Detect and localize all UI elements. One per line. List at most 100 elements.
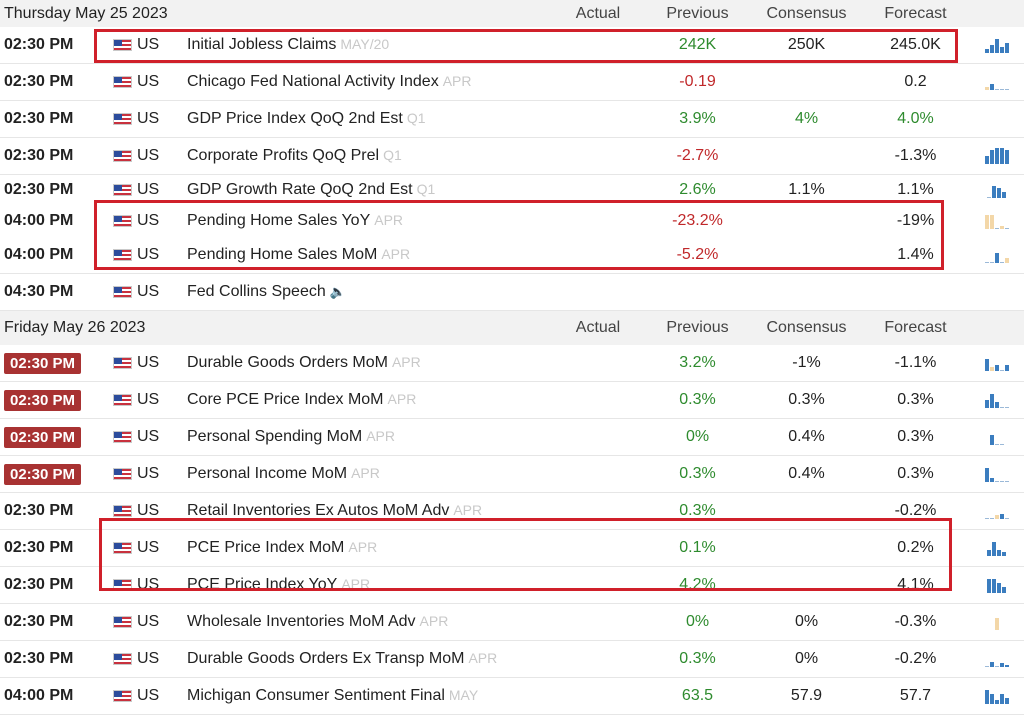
sparkline-cell[interactable] bbox=[969, 456, 1024, 492]
sparkline-cell[interactable] bbox=[969, 237, 1024, 273]
event-row[interactable]: 04:00 PM US Pending Home Sales YoY APR -23.2… bbox=[0, 205, 1024, 237]
sparkline-cell[interactable] bbox=[969, 382, 1024, 418]
event-name-link[interactable]: GDP Price Index QoQ 2nd Est bbox=[187, 110, 403, 127]
sparkline-cell[interactable] bbox=[969, 27, 1024, 63]
event-cell[interactable]: GDP Growth Rate QoQ 2nd Est Q1 bbox=[187, 181, 552, 199]
event-name-link[interactable]: Pending Home Sales MoM bbox=[187, 246, 378, 263]
column-header-previous[interactable]: Previous bbox=[666, 319, 729, 336]
column-header-consensus[interactable]: Consensus bbox=[766, 319, 847, 336]
sparkline-chart[interactable] bbox=[984, 466, 1009, 482]
event-cell[interactable]: Core PCE Price Index MoM APR bbox=[187, 391, 552, 409]
event-row[interactable]: 02:30 PM US Durable Goods Orders Ex Transp… bbox=[0, 641, 1024, 678]
event-name-link[interactable]: Chicago Fed National Activity Index bbox=[187, 73, 439, 90]
sparkline-cell[interactable] bbox=[969, 419, 1024, 455]
column-header-previous[interactable]: Previous bbox=[666, 4, 729, 22]
event-name-link[interactable]: GDP Growth Rate QoQ 2nd Est bbox=[187, 181, 413, 198]
event-row[interactable]: 02:30 PM US PCE Price Index MoM APR 0.1% 0.2% bbox=[0, 530, 1024, 567]
us-flag-icon bbox=[113, 542, 132, 554]
sparkline-cell[interactable] bbox=[969, 274, 1024, 310]
sparkline-chart[interactable] bbox=[984, 503, 1009, 519]
event-name-link[interactable]: Durable Goods Orders Ex Transp MoM bbox=[187, 650, 465, 667]
column-header-forecast[interactable]: Forecast bbox=[884, 4, 947, 22]
sparkline-cell[interactable] bbox=[969, 138, 1024, 174]
event-cell[interactable]: GDP Price Index QoQ 2nd Est Q1 bbox=[187, 110, 552, 128]
sparkline-chart[interactable] bbox=[987, 540, 1006, 556]
sparkline-chart[interactable] bbox=[984, 148, 1009, 164]
event-name-link[interactable]: Retail Inventories Ex Autos MoM Adv bbox=[187, 502, 450, 519]
sparkline-chart[interactable] bbox=[994, 614, 999, 630]
event-cell[interactable]: Personal Income MoM APR bbox=[187, 465, 552, 483]
event-row[interactable]: 04:00 PM US Michigan Consumer Sentiment Fi… bbox=[0, 678, 1024, 715]
event-cell[interactable]: Durable Goods Orders MoM APR bbox=[187, 354, 552, 372]
sparkline-chart[interactable] bbox=[987, 577, 1006, 593]
sparkline-cell[interactable] bbox=[969, 641, 1024, 677]
column-header-actual[interactable]: Actual bbox=[575, 4, 621, 22]
event-cell[interactable]: Initial Jobless Claims MAY/20 bbox=[187, 36, 552, 54]
event-cell[interactable]: Michigan Consumer Sentiment Final MAY bbox=[187, 687, 552, 705]
event-cell[interactable]: PCE Price Index YoY APR bbox=[187, 576, 552, 594]
event-name-link[interactable]: Fed Collins Speech bbox=[187, 283, 326, 300]
event-name-link[interactable]: Durable Goods Orders MoM bbox=[187, 354, 388, 371]
sparkline-cell[interactable] bbox=[969, 604, 1024, 640]
sparkline-cell[interactable] bbox=[969, 530, 1024, 566]
event-cell[interactable]: Chicago Fed National Activity Index APR bbox=[187, 73, 552, 91]
sparkline-cell[interactable] bbox=[969, 345, 1024, 381]
event-name-link[interactable]: Michigan Consumer Sentiment Final bbox=[187, 687, 445, 704]
event-name-link[interactable]: Personal Income MoM bbox=[187, 465, 348, 482]
sparkline-bar bbox=[984, 87, 989, 90]
event-cell[interactable]: Durable Goods Orders Ex Transp MoM APR bbox=[187, 650, 552, 668]
event-row[interactable]: 02:30 PM US Core PCE Price Index MoM APR 0.3… bbox=[0, 382, 1024, 419]
event-name-link[interactable]: Core PCE Price Index MoM bbox=[187, 391, 384, 408]
sparkline-cell[interactable] bbox=[969, 205, 1024, 237]
column-header-forecast[interactable]: Forecast bbox=[884, 319, 947, 336]
event-cell[interactable]: Personal Spending MoM APR bbox=[187, 428, 552, 446]
event-cell[interactable]: PCE Price Index MoM APR bbox=[187, 539, 552, 557]
event-name-link[interactable]: Wholesale Inventories MoM Adv bbox=[187, 613, 416, 630]
event-row[interactable]: 02:30 PM US Wholesale Inventories MoM Adv A… bbox=[0, 604, 1024, 641]
event-row[interactable]: 02:30 PM US Personal Spending MoM APR 0% 0.4%… bbox=[0, 419, 1024, 456]
sparkline-chart[interactable] bbox=[987, 182, 1006, 198]
sparkline-chart[interactable] bbox=[989, 429, 1004, 445]
column-header-actual[interactable]: Actual bbox=[575, 319, 621, 336]
event-name-link[interactable]: PCE Price Index YoY bbox=[187, 576, 338, 593]
sparkline-chart[interactable] bbox=[984, 247, 1009, 263]
event-row[interactable]: 02:30 PM US Durable Goods Orders MoM APR 3.2… bbox=[0, 345, 1024, 382]
event-name-link[interactable]: PCE Price Index MoM bbox=[187, 539, 345, 556]
event-name-link[interactable]: Corporate Profits QoQ Prel bbox=[187, 147, 380, 164]
event-name-link[interactable]: Pending Home Sales YoY bbox=[187, 212, 371, 229]
event-cell[interactable]: Retail Inventories Ex Autos MoM Adv APR bbox=[187, 502, 552, 520]
event-row[interactable]: 02:30 PM US Personal Income MoM APR 0.3% 0.4%… bbox=[0, 456, 1024, 493]
event-row[interactable]: 04:30 PM US Fed Collins Speech 🔈 bbox=[0, 274, 1024, 311]
event-row[interactable]: 02:30 PM US Chicago Fed National Activity … bbox=[0, 64, 1024, 101]
sparkline-cell[interactable] bbox=[969, 64, 1024, 100]
event-row[interactable]: 02:30 PM US Initial Jobless Claims MAY/20 24… bbox=[0, 27, 1024, 64]
event-row[interactable]: 02:30 PM US PCE Price Index YoY APR 4.2% 4.1% bbox=[0, 567, 1024, 604]
sparkline-chart[interactable] bbox=[984, 213, 1009, 229]
speaker-icon[interactable]: 🔈 bbox=[329, 284, 346, 299]
event-row[interactable]: 02:30 PM US GDP Growth Rate QoQ 2nd Est Q1 2… bbox=[0, 175, 1024, 205]
event-cell[interactable]: Pending Home Sales YoY APR bbox=[187, 212, 552, 230]
sparkline-cell[interactable] bbox=[969, 567, 1024, 603]
sparkline-chart[interactable] bbox=[984, 355, 1009, 371]
sparkline-chart[interactable] bbox=[984, 74, 1009, 90]
event-row[interactable]: 02:30 PM US GDP Price Index QoQ 2nd Est Q1 3… bbox=[0, 101, 1024, 138]
event-name-link[interactable]: Initial Jobless Claims bbox=[187, 36, 337, 53]
sparkline-chart[interactable] bbox=[984, 651, 1009, 667]
sparkline-chart[interactable] bbox=[984, 392, 1009, 408]
sparkline-chart[interactable] bbox=[984, 688, 1009, 704]
event-reference-period: MAY bbox=[448, 687, 479, 703]
event-name-link[interactable]: Personal Spending MoM bbox=[187, 428, 363, 445]
event-cell[interactable]: Fed Collins Speech 🔈 bbox=[187, 283, 552, 301]
event-cell[interactable]: Corporate Profits QoQ Prel Q1 bbox=[187, 147, 552, 165]
event-row[interactable]: 04:00 PM US Pending Home Sales MoM APR -5.2%… bbox=[0, 237, 1024, 274]
sparkline-cell[interactable] bbox=[969, 493, 1024, 529]
sparkline-chart[interactable] bbox=[984, 37, 1009, 53]
column-header-consensus[interactable]: Consensus bbox=[766, 4, 847, 22]
sparkline-cell[interactable] bbox=[969, 678, 1024, 714]
sparkline-cell[interactable] bbox=[969, 101, 1024, 137]
event-cell[interactable]: Wholesale Inventories MoM Adv APR bbox=[187, 613, 552, 631]
sparkline-cell[interactable] bbox=[969, 175, 1024, 205]
event-row[interactable]: 02:30 PM US Retail Inventories Ex Autos Mo… bbox=[0, 493, 1024, 530]
event-row[interactable]: 02:30 PM US Corporate Profits QoQ Prel Q1 -2… bbox=[0, 138, 1024, 175]
event-cell[interactable]: Pending Home Sales MoM APR bbox=[187, 246, 552, 264]
